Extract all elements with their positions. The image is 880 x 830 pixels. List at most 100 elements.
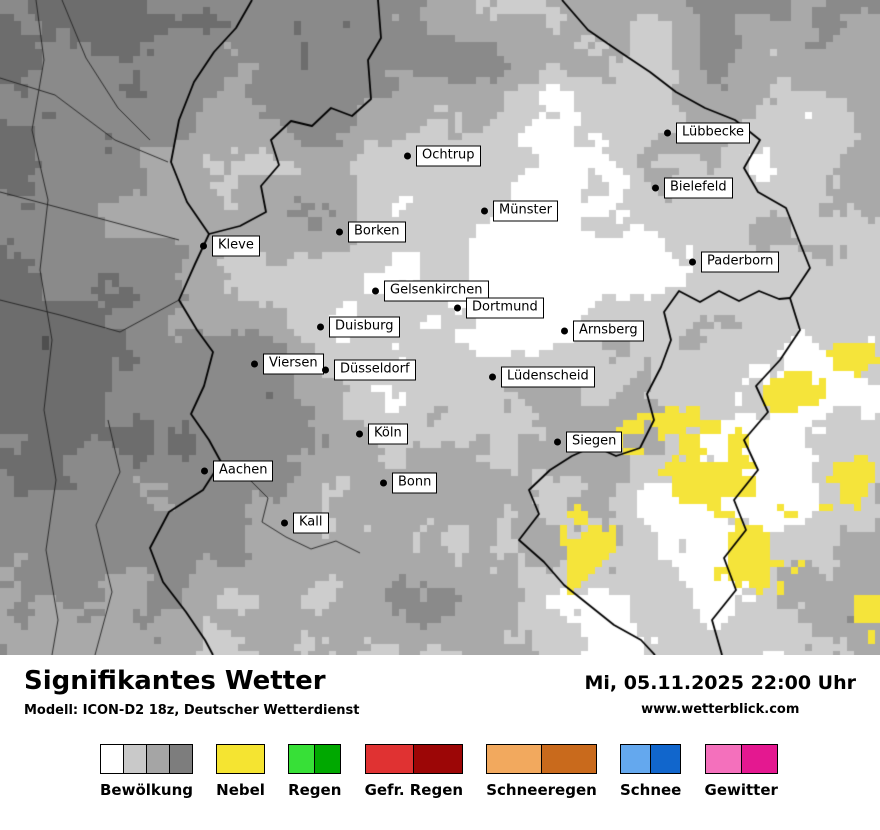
legend-swatch: [314, 743, 342, 774]
legend-swatch: [541, 743, 597, 774]
city-dot-icon: [561, 327, 568, 335]
legend-group: Regen: [288, 743, 342, 799]
city-marker: Kall: [281, 512, 329, 534]
legend-group: Gewitter: [704, 743, 778, 799]
legend-label: Regen: [288, 780, 342, 799]
city-marker: Bonn: [380, 472, 438, 494]
city-marker: Ochtrup: [404, 145, 481, 167]
legend-swatches: [486, 743, 597, 774]
legend-swatches: [704, 743, 778, 774]
city-dot-icon: [454, 304, 461, 312]
city-marker: Bielefeld: [652, 177, 733, 199]
legend-group: Bewölkung: [100, 743, 193, 799]
legend-swatch: [100, 743, 124, 774]
weather-map-canvas: [0, 0, 880, 655]
legend-group: Schnee: [619, 743, 682, 799]
city-dot-icon: [380, 479, 387, 487]
city-dot-icon: [251, 360, 258, 368]
city-marker: Viersen: [251, 353, 324, 375]
city-dot-icon: [689, 258, 696, 266]
city-dot-icon: [664, 129, 671, 137]
city-dot-icon: [404, 152, 411, 160]
city-marker: Siegen: [554, 431, 623, 453]
city-label: Gelsenkirchen: [384, 280, 489, 302]
website-text: www.wetterblick.com: [641, 701, 800, 717]
city-label: Duisburg: [329, 316, 400, 338]
city-marker: Aachen: [201, 460, 274, 482]
city-marker: Dortmund: [454, 297, 544, 319]
legend-swatch: [216, 743, 265, 774]
city-label: Aachen: [213, 460, 274, 482]
legend-group: Schneeregen: [486, 743, 597, 799]
city-dot-icon: [356, 430, 363, 438]
city-dot-icon: [281, 519, 288, 527]
city-label: Düsseldorf: [334, 359, 416, 381]
city-label: Bonn: [392, 472, 438, 494]
legend-swatch: [704, 743, 742, 774]
city-label: Münster: [493, 200, 558, 222]
model-info: Modell: ICON-D2 18z, Deutscher Wetterdie…: [24, 702, 360, 718]
legend-group: Nebel: [216, 743, 265, 799]
city-dot-icon: [489, 373, 496, 381]
legend-label: Schnee: [619, 780, 682, 799]
legend-label: Bewölkung: [100, 780, 193, 799]
map-area: Ochtrup Lübbecke Bielefeld Münster Borken Kle…: [0, 0, 880, 655]
city-marker: Arnsberg: [561, 320, 644, 342]
city-marker: Düsseldorf: [322, 359, 416, 381]
legend-swatches: [364, 743, 464, 774]
legend-swatches: [288, 743, 342, 774]
legend-swatch: [619, 743, 652, 774]
legend-swatch: [650, 743, 682, 774]
city-marker: Paderborn: [689, 251, 780, 273]
legend-swatches: [619, 743, 682, 774]
city-marker: Duisburg: [317, 316, 400, 338]
city-dot-icon: [201, 467, 208, 475]
city-dot-icon: [481, 207, 488, 215]
page-title: Signifikantes Wetter: [24, 666, 326, 696]
city-marker: Lübbecke: [664, 122, 750, 144]
legend-swatch: [169, 743, 193, 774]
legend-swatch: [413, 743, 464, 774]
city-marker: Münster: [481, 200, 558, 222]
legend-label: Gewitter: [704, 780, 778, 799]
legend-swatch: [364, 743, 415, 774]
city-label: Borken: [348, 221, 406, 243]
city-dot-icon: [554, 438, 561, 446]
footer-right: Mi, 05.11.2025 22:00 Uhr www.wetterblick…: [585, 667, 856, 717]
city-dot-icon: [317, 323, 324, 331]
city-dot-icon: [652, 184, 659, 192]
city-label: Arnsberg: [573, 320, 644, 342]
footer: Signifikantes Wetter Modell: ICON-D2 18z…: [0, 655, 880, 830]
legend-swatch: [123, 743, 147, 774]
city-label: Kleve: [212, 235, 260, 257]
city-dot-icon: [336, 228, 343, 236]
legend-label: Gefr. Regen: [364, 780, 464, 799]
city-label: Viersen: [263, 353, 324, 375]
legend-swatch: [146, 743, 170, 774]
city-label: Kall: [293, 512, 329, 534]
legend-label: Schneeregen: [486, 780, 597, 799]
legend-swatches: [100, 743, 193, 774]
city-label: Lüdenscheid: [501, 366, 595, 388]
legend-swatch: [288, 743, 316, 774]
forecast-datetime: Mi, 05.11.2025 22:00 Uhr: [584, 672, 856, 694]
legend-label: Nebel: [216, 780, 265, 799]
city-label: Paderborn: [701, 251, 780, 273]
legend-swatches: [216, 743, 265, 774]
city-marker: Lüdenscheid: [489, 366, 595, 388]
city-dot-icon: [372, 287, 379, 295]
city-label: Köln: [368, 423, 408, 445]
footer-header: Signifikantes Wetter Modell: ICON-D2 18z…: [24, 666, 856, 718]
city-dot-icon: [322, 366, 329, 374]
legend: Bewölkung Nebel Regen Gefr. Regen Schneerege…: [24, 743, 856, 799]
legend-swatch: [486, 743, 543, 774]
city-label: Ochtrup: [416, 145, 481, 167]
city-label: Dortmund: [466, 297, 544, 319]
city-label: Bielefeld: [664, 177, 733, 199]
legend-swatch: [740, 743, 778, 774]
city-marker: Borken: [336, 221, 406, 243]
city-markers-layer: Ochtrup Lübbecke Bielefeld Münster Borken Kle…: [200, 122, 780, 534]
city-marker: Kleve: [200, 235, 260, 257]
city-label: Siegen: [566, 431, 623, 453]
